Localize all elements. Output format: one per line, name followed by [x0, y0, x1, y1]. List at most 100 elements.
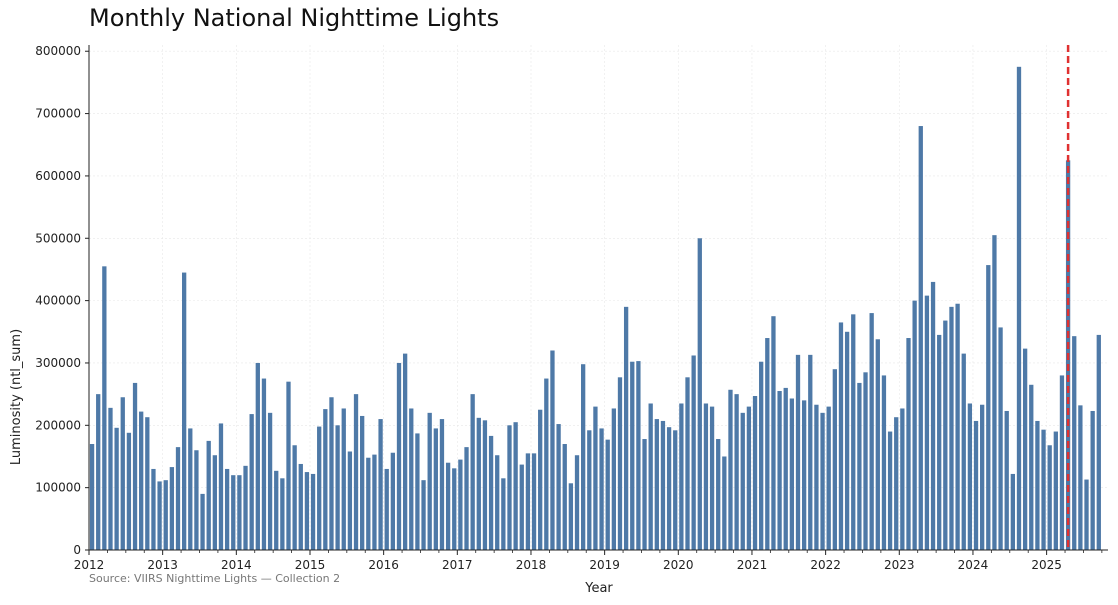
bar — [630, 361, 635, 550]
bar — [1078, 405, 1083, 550]
bar — [163, 480, 168, 550]
x-tick-label: 2023 — [884, 558, 915, 572]
bar — [255, 362, 260, 550]
y-tick-label: 600000 — [35, 169, 81, 183]
x-tick-label: 2013 — [147, 558, 178, 572]
bar — [1059, 375, 1065, 550]
bar — [771, 316, 776, 550]
bar — [384, 468, 389, 550]
x-tick-label: 2015 — [295, 558, 326, 572]
bar — [415, 433, 420, 550]
bar — [544, 378, 549, 550]
y-tick-label: 100000 — [35, 481, 81, 495]
bar — [777, 391, 782, 550]
bar — [1022, 348, 1028, 550]
bar — [206, 440, 211, 550]
bar — [875, 339, 880, 550]
bar — [200, 493, 205, 550]
bar — [734, 394, 739, 550]
bar — [102, 266, 107, 550]
bar — [949, 306, 954, 550]
bar — [814, 404, 819, 550]
bar — [280, 478, 285, 550]
bar — [709, 406, 715, 550]
bar — [918, 126, 923, 551]
bar — [335, 425, 340, 550]
y-axis-label: Luminosity (ntl_sum) — [9, 329, 24, 465]
bar — [820, 412, 825, 550]
bar — [666, 427, 672, 550]
bar — [519, 464, 524, 550]
bar — [286, 381, 291, 550]
bar — [623, 306, 629, 550]
bar — [961, 353, 966, 550]
bar — [366, 457, 371, 550]
bar — [728, 389, 733, 550]
bar — [531, 453, 537, 550]
bar — [973, 420, 979, 550]
bar — [433, 428, 438, 550]
bar — [980, 404, 985, 550]
bar — [439, 419, 445, 550]
bar — [169, 467, 175, 550]
bar — [955, 303, 960, 550]
bar — [139, 411, 144, 550]
bar — [568, 483, 574, 550]
bar — [249, 414, 254, 550]
bar — [808, 354, 813, 550]
bar — [188, 428, 193, 550]
y-tick-label: 500000 — [35, 231, 81, 245]
bar — [445, 462, 451, 550]
bar — [998, 327, 1003, 550]
bar — [832, 369, 837, 550]
bar — [648, 403, 653, 550]
bar — [132, 382, 138, 550]
bar — [722, 456, 727, 550]
bar — [863, 372, 868, 550]
x-tick-label: 2014 — [221, 558, 252, 572]
bar — [114, 427, 119, 550]
bar — [685, 377, 690, 550]
bar — [304, 472, 310, 550]
bar — [611, 408, 616, 550]
bar — [581, 364, 586, 550]
bar — [1072, 336, 1077, 550]
bar — [261, 378, 267, 550]
bar — [323, 409, 328, 550]
x-tick-label: 2017 — [442, 558, 473, 572]
bar — [231, 475, 236, 550]
x-tick-label: 2020 — [663, 558, 694, 572]
bar — [224, 468, 230, 550]
bar — [108, 407, 113, 550]
bar — [587, 430, 592, 550]
bar — [372, 454, 377, 550]
bars — [89, 66, 1101, 551]
axes: 0 100000 200000 300000 400000 500000 600000 700… — [35, 44, 1108, 572]
bar — [267, 412, 273, 550]
bar — [691, 355, 696, 550]
bar — [96, 394, 101, 550]
bar — [1016, 66, 1022, 550]
bar — [703, 403, 709, 550]
bar — [378, 419, 383, 550]
bar — [126, 432, 132, 550]
bar — [617, 377, 623, 550]
bar — [347, 451, 353, 550]
bar — [857, 382, 862, 550]
bar — [881, 375, 887, 550]
bar — [452, 468, 457, 550]
bar — [679, 403, 684, 550]
bar — [789, 398, 795, 550]
y-tick-label: 300000 — [35, 356, 81, 370]
x-tick-label: 2021 — [737, 558, 768, 572]
bar — [317, 426, 322, 550]
y-tick-label: 200000 — [35, 418, 81, 432]
bar — [697, 238, 702, 550]
bar — [1096, 334, 1101, 550]
bar — [673, 430, 678, 550]
bar — [482, 420, 488, 550]
bar — [513, 422, 518, 550]
bar — [562, 444, 567, 550]
bar — [851, 314, 856, 550]
